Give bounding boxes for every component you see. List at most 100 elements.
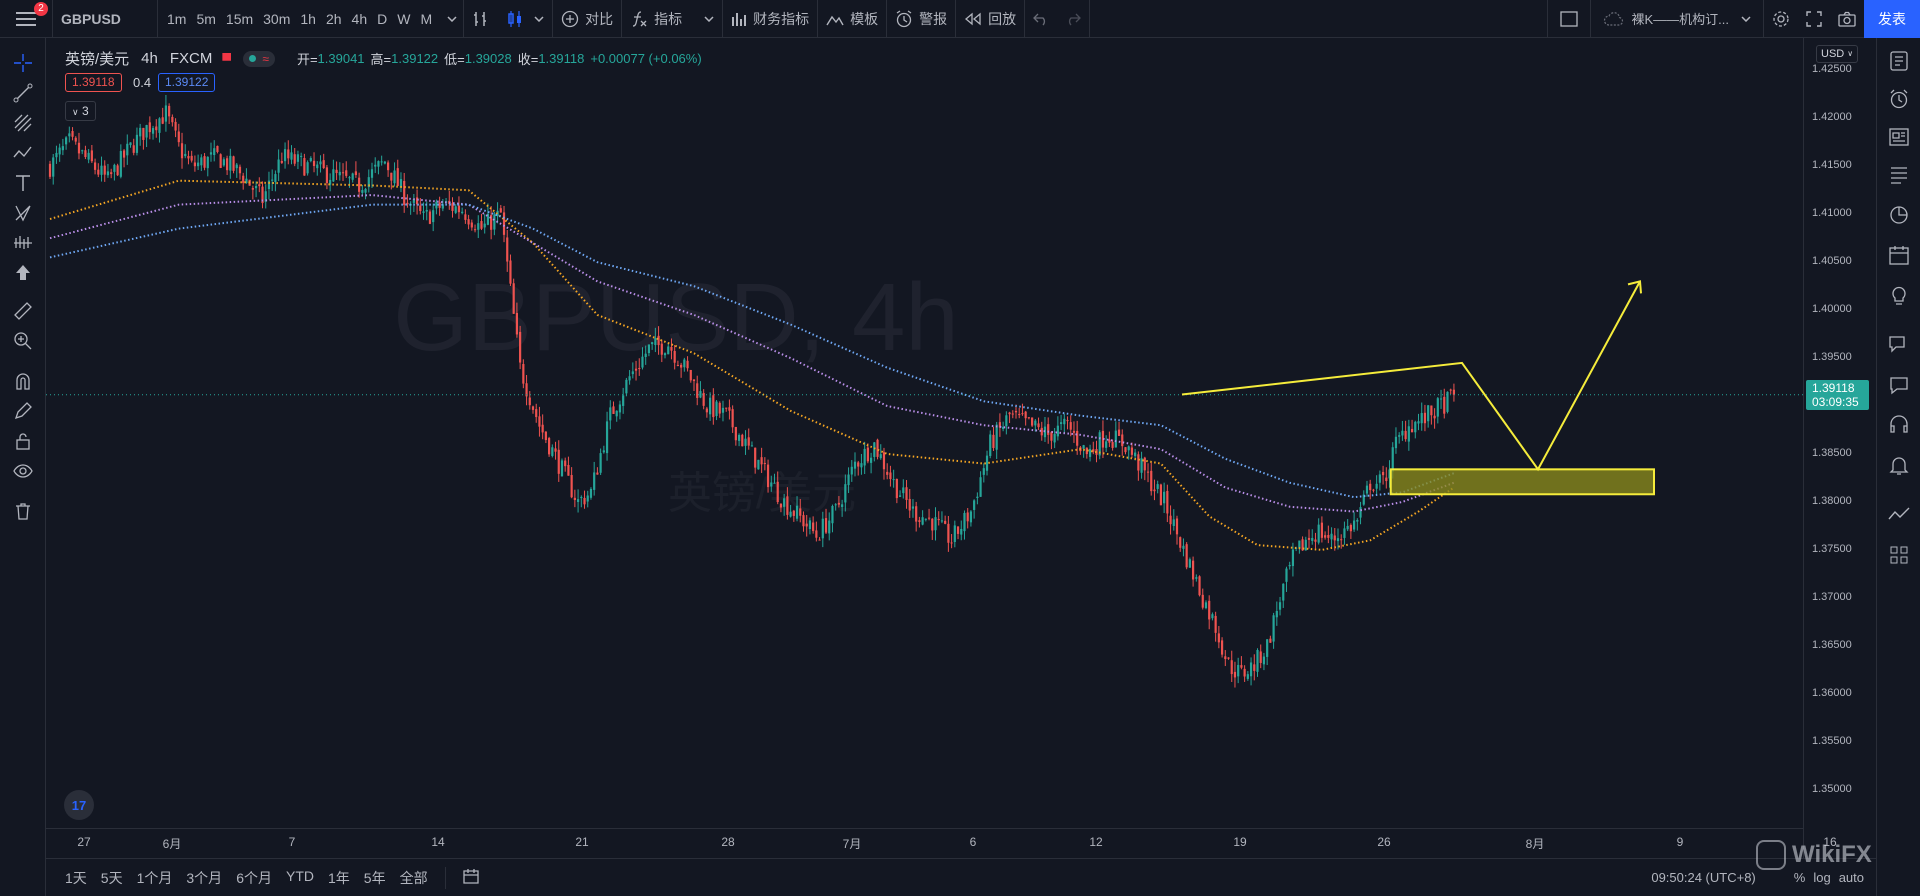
ideas-button[interactable] — [1886, 282, 1912, 308]
trend-line-icon — [13, 83, 33, 103]
remove-drawings-tool[interactable] — [10, 498, 36, 524]
lock-tool[interactable] — [10, 428, 36, 454]
price-axis[interactable]: USD ∨ 1.42500 1.42000 1.41500 1.41000 1.4050… — [1803, 38, 1876, 858]
range-button[interactable]: 1个月 — [136, 869, 173, 886]
fib-tool[interactable] — [10, 110, 36, 136]
indicators-toggle[interactable]: ∨ 3 — [65, 101, 96, 121]
news-button[interactable] — [1886, 124, 1912, 150]
interval-dropdown-button[interactable] — [441, 0, 463, 38]
crosshair-tool[interactable] — [10, 50, 36, 76]
candle-body — [1243, 668, 1246, 677]
candle-body — [1143, 457, 1146, 471]
auto-scale-button[interactable]: auto — [1838, 870, 1864, 885]
chat-button[interactable] — [1886, 332, 1912, 358]
candle-body — [1240, 665, 1243, 668]
percent-scale-button[interactable]: % — [1793, 870, 1806, 885]
range-button[interactable]: YTD — [285, 867, 314, 884]
candle-body — [1175, 518, 1179, 535]
candle-chart-type-button[interactable] — [498, 0, 552, 38]
main-menu-button[interactable]: 2 — [0, 0, 52, 38]
interval-M[interactable]: M — [420, 10, 433, 27]
symbol-search-button[interactable]: GBPUSD — [61, 10, 121, 27]
layout-square-icon — [1560, 10, 1579, 27]
undo-button[interactable] — [1025, 0, 1057, 38]
text-tool[interactable] — [10, 170, 36, 196]
range-button[interactable]: 1年 — [327, 869, 350, 886]
legend-title[interactable]: 英镑/美元 — [65, 51, 130, 68]
interval-1m[interactable]: 1m — [167, 10, 187, 27]
range-button[interactable]: 3个月 — [186, 869, 223, 886]
currency-selector[interactable]: USD ∨ — [1816, 45, 1859, 63]
candle-body — [1114, 430, 1117, 448]
price-tick-label: 1.38000 — [1812, 494, 1852, 507]
candle-body — [58, 147, 61, 155]
object-tree-button[interactable] — [1886, 542, 1912, 568]
layout-select-button[interactable] — [1548, 0, 1590, 38]
clock[interactable]: 09:50:24 (UTC+8) — [1651, 870, 1756, 885]
interval-W[interactable]: W — [397, 10, 411, 27]
draw-mode-tool[interactable] — [10, 398, 36, 424]
notifications-button[interactable] — [1886, 452, 1912, 478]
fullscreen-button[interactable] — [1798, 0, 1830, 38]
candle-body — [209, 152, 213, 155]
candle-body — [995, 424, 998, 450]
templates-button[interactable]: 模板 — [818, 0, 886, 38]
market-status-pill[interactable]: ≈ — [243, 50, 275, 67]
tradingview-logo[interactable]: 17 — [64, 790, 94, 820]
candle-body — [725, 407, 728, 409]
interval-15m[interactable]: 15m — [225, 10, 254, 27]
range-button[interactable]: 5年 — [363, 869, 386, 886]
bar-chart-type-button[interactable] — [464, 0, 498, 38]
layout-name-button[interactable]: 裸K——机构订... — [1591, 0, 1763, 38]
help-button[interactable] — [1886, 412, 1912, 438]
alert-button[interactable]: 警报 — [887, 0, 955, 38]
candle-body — [953, 525, 956, 543]
grid-dots-icon — [1890, 546, 1908, 564]
time-axis[interactable]: 27 6月 7 14 21 28 7月 6 12 19 26 8月 9 16 — [46, 828, 1837, 856]
measure-tool[interactable] — [10, 230, 36, 256]
watchlist-button[interactable] — [1886, 48, 1912, 74]
range-button[interactable]: 6个月 — [236, 869, 272, 886]
interval-5m[interactable]: 5m — [196, 10, 216, 27]
forecast-tool[interactable] — [10, 200, 36, 226]
trendline-tool[interactable] — [10, 80, 36, 106]
indicators-button[interactable]: 指标 — [622, 0, 722, 38]
interval-2h[interactable]: 2h — [325, 10, 342, 27]
log-scale-button[interactable]: log — [1813, 870, 1831, 885]
interval-1h[interactable]: 1h — [300, 10, 316, 27]
trading-panel-button[interactable] — [1886, 502, 1912, 528]
data-window-button[interactable] — [1886, 162, 1912, 188]
magnet-tool[interactable] — [10, 368, 36, 394]
candle-body — [853, 461, 857, 469]
candle-body — [438, 202, 441, 208]
publish-button[interactable]: 发表 — [1864, 0, 1920, 38]
candle-body — [1163, 491, 1166, 504]
pattern-tool[interactable] — [10, 140, 36, 166]
zoom-tool[interactable] — [10, 328, 36, 354]
ask-price-box[interactable]: 1.39122 — [158, 73, 216, 92]
ruler-tool[interactable] — [10, 298, 36, 324]
candle-body — [1237, 664, 1240, 677]
go-to-date-button[interactable] — [456, 867, 486, 888]
hotlists-button[interactable] — [1886, 202, 1912, 228]
interval-30m[interactable]: 30m — [263, 10, 291, 27]
snapshot-button[interactable] — [1830, 0, 1864, 38]
compare-button[interactable]: 对比 — [553, 0, 621, 38]
bid-price-box[interactable]: 1.39118 — [65, 73, 122, 92]
streams-button[interactable] — [1886, 372, 1912, 398]
range-button[interactable]: 全部 — [399, 869, 428, 886]
arrow-tool[interactable] — [10, 260, 36, 286]
redo-button[interactable] — [1057, 0, 1089, 38]
range-button[interactable]: 1天 — [65, 869, 87, 886]
settings-button[interactable] — [1764, 0, 1798, 38]
range-button[interactable]: 5天 — [100, 869, 123, 886]
calendar-button[interactable] — [1886, 242, 1912, 268]
replay-button[interactable]: 回放 — [956, 0, 1024, 38]
price-chart[interactable]: GBPUSD, 4h 英镑/美元 17 — [46, 38, 1803, 828]
interval-D[interactable]: D — [377, 10, 388, 27]
candle-body — [1427, 405, 1430, 422]
financials-button[interactable]: 财务指标 — [723, 0, 817, 38]
alerts-panel-button[interactable] — [1886, 86, 1912, 112]
visibility-tool[interactable] — [10, 458, 36, 484]
interval-4h[interactable]: 4h — [351, 10, 368, 27]
